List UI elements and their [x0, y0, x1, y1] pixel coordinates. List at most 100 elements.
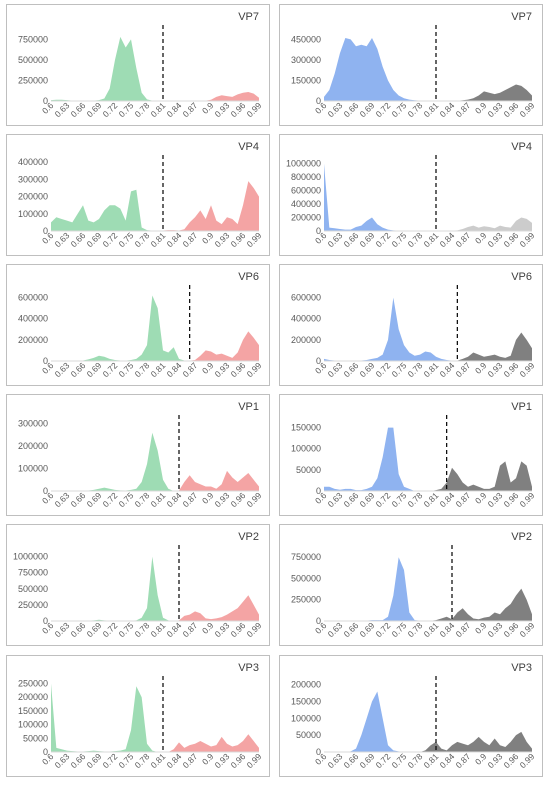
x-tick-label: 0.93	[486, 751, 505, 770]
y-tick-label: 0	[316, 96, 321, 106]
x-tick-label: 0.63	[53, 360, 72, 379]
y-tick-label: 450000	[291, 34, 321, 44]
x-tick-label: 0.78	[406, 100, 425, 119]
y-tick-label: 150000	[291, 75, 321, 85]
x-tick-label: 0.84	[165, 490, 184, 509]
x-tick-label: 0.93	[486, 230, 505, 249]
area-series-blue	[324, 163, 532, 231]
x-tick-label: 0.72	[374, 620, 393, 639]
area-series-dark_gray	[324, 731, 532, 752]
x-tick-label: 0.66	[69, 100, 88, 119]
y-tick-label: 50000	[296, 465, 321, 475]
x-tick-label: 0.75	[117, 360, 136, 379]
x-tick-label: 0.84	[438, 490, 457, 509]
x-tick-label: 0.99	[518, 751, 537, 770]
y-tick-label: 50000	[296, 730, 321, 740]
chart-title: VP7	[511, 11, 532, 23]
x-tick-label: 0.99	[245, 230, 264, 249]
area-series-dark_gray	[324, 84, 532, 101]
area-chart: VP4020000040000060000080000010000000.60.…	[286, 141, 537, 249]
chart-title: VP4	[238, 141, 259, 153]
area-chart: VP202500005000007500000.60.630.660.690.7…	[291, 531, 537, 639]
y-tick-label: 100000	[291, 713, 321, 723]
area-series-green	[51, 556, 259, 621]
x-tick-label: 0.81	[422, 751, 441, 770]
x-tick-label: 0.63	[53, 230, 72, 249]
x-tick-label: 0.63	[53, 490, 72, 509]
x-tick-label: 0.84	[438, 360, 457, 379]
x-tick-label: 0.93	[213, 360, 232, 379]
chart-title: VP3	[238, 662, 259, 674]
y-tick-label: 400000	[18, 314, 48, 324]
x-tick-label: 0.87	[181, 100, 200, 119]
chart-panel-vp6-right: VP6 0 200000 400000 600000 0.6 0.63 0.66 0.69 0.7…	[279, 264, 543, 386]
chart-panel-vp1-right: VP1 0 50000 100000 150000 0.6 0.63 0.66 0.69 0.72…	[279, 394, 543, 516]
area-chart: VP602000004000006000000.60.630.660.690.7…	[18, 271, 264, 379]
area-chart: VP101000002000003000000.60.630.660.690.7…	[18, 401, 264, 509]
x-tick-label: 0.69	[85, 490, 104, 509]
area-series-red	[51, 181, 259, 231]
x-tick-label: 0.96	[229, 751, 248, 770]
x-tick-label: 0.81	[422, 490, 441, 509]
x-tick-label: 0.69	[85, 360, 104, 379]
chart-panel-vp2-right: VP2 0 250000 500000 750000 0.6 0.63 0.66 0.69 0.7…	[279, 524, 543, 646]
y-tick-label: 750000	[18, 34, 48, 44]
y-tick-label: 1000000	[286, 159, 321, 169]
y-tick-label: 150000	[291, 697, 321, 707]
y-tick-label: 250000	[291, 595, 321, 605]
x-tick-label: 0.81	[149, 360, 168, 379]
y-tick-label: 500000	[18, 55, 48, 65]
x-tick-label: 0.66	[342, 751, 361, 770]
y-tick-label: 600000	[291, 293, 321, 303]
chart-panel-vp7-right: VP7 0 150000 300000 450000 0.6 0.63 0.66 0.69 0.7…	[279, 4, 543, 126]
x-tick-label: 0.69	[358, 751, 377, 770]
x-tick-label: 0.63	[326, 620, 345, 639]
x-tick-label: 0.78	[133, 100, 152, 119]
area-series-dark_gray	[324, 332, 532, 361]
x-tick-label: 0.78	[406, 230, 425, 249]
x-tick-label: 0.87	[181, 360, 200, 379]
x-tick-label: 0.66	[342, 620, 361, 639]
x-tick-label: 0.87	[181, 490, 200, 509]
area-series-blue	[324, 37, 532, 101]
x-tick-label: 0.93	[213, 751, 232, 770]
x-tick-label: 0.66	[342, 100, 361, 119]
x-tick-label: 0.63	[326, 230, 345, 249]
area-chart: VP602000004000006000000.60.630.660.690.7…	[291, 271, 537, 379]
x-tick-label: 0.87	[454, 490, 473, 509]
x-tick-label: 0.96	[229, 620, 248, 639]
x-tick-label: 0.63	[326, 490, 345, 509]
area-series-blue	[324, 691, 532, 752]
x-tick-label: 0.96	[502, 230, 521, 249]
x-tick-label: 0.78	[133, 360, 152, 379]
y-tick-label: 300000	[291, 55, 321, 65]
x-tick-label: 0.69	[85, 620, 104, 639]
x-tick-label: 0.81	[422, 620, 441, 639]
x-tick-label: 0.81	[149, 751, 168, 770]
chart-title: VP4	[511, 141, 532, 153]
y-tick-label: 0	[316, 747, 321, 757]
y-tick-label: 100000	[18, 720, 48, 730]
y-tick-label: 750000	[291, 552, 321, 562]
y-tick-label: 800000	[291, 172, 321, 182]
y-tick-label: 0	[43, 226, 48, 236]
y-tick-label: 1000000	[13, 552, 48, 562]
x-tick-label: 0.63	[326, 360, 345, 379]
area-series-green	[51, 683, 259, 752]
chart-title: VP1	[511, 401, 532, 413]
x-tick-label: 0.75	[390, 490, 409, 509]
x-tick-label: 0.63	[53, 100, 72, 119]
chart-panel-vp4-right: VP4 0 200000 400000 600000 800000 1000000 0.6 0.…	[279, 134, 543, 256]
x-tick-label: 0.72	[374, 360, 393, 379]
area-series-green	[51, 189, 259, 231]
x-tick-label: 0.81	[149, 620, 168, 639]
x-tick-label: 0.69	[358, 490, 377, 509]
x-tick-label: 0.72	[374, 100, 393, 119]
area-series-dark_gray	[324, 588, 532, 621]
x-tick-label: 0.87	[181, 620, 200, 639]
x-tick-label: 0.84	[438, 100, 457, 119]
x-tick-label: 0.99	[518, 360, 537, 379]
area-chart: VP30500001000001500002000002500000.60.63…	[18, 662, 264, 770]
x-tick-label: 0.84	[438, 230, 457, 249]
x-tick-label: 0.72	[101, 100, 120, 119]
